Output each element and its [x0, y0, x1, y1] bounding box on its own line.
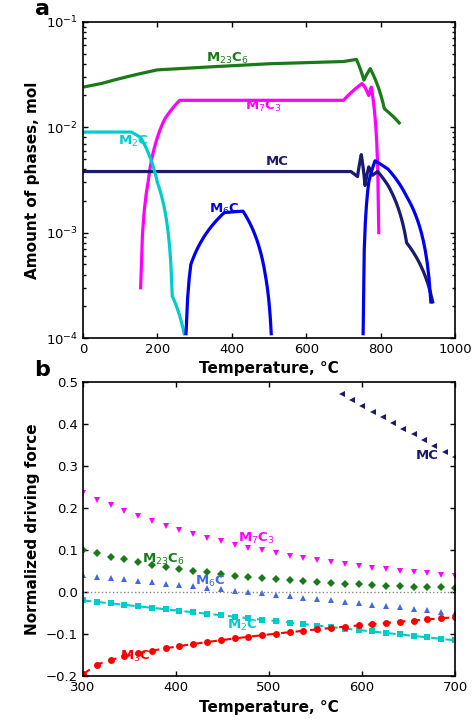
Text: M$_6$C: M$_6$C: [210, 201, 240, 217]
Text: M$_{23}$C$_6$: M$_{23}$C$_6$: [206, 50, 248, 65]
Y-axis label: Amount of phases, mol: Amount of phases, mol: [26, 81, 40, 278]
Text: M$_7$C$_3$: M$_7$C$_3$: [238, 531, 275, 547]
Text: M$_2$C: M$_2$C: [118, 134, 149, 149]
Text: MC: MC: [265, 155, 288, 168]
Text: b: b: [35, 360, 50, 379]
Text: M$_{23}$C$_6$: M$_{23}$C$_6$: [142, 553, 184, 568]
Text: M$_3$C: M$_3$C: [120, 649, 151, 664]
X-axis label: Temperature, °C: Temperature, °C: [199, 699, 339, 715]
Text: M$_7$C$_3$: M$_7$C$_3$: [245, 99, 282, 114]
Text: MC: MC: [416, 449, 439, 462]
Y-axis label: Normalized driving force: Normalized driving force: [26, 423, 40, 635]
X-axis label: Temperature, °C: Temperature, °C: [199, 361, 339, 377]
Text: M$_6$C: M$_6$C: [194, 574, 225, 590]
Text: M$_2$C: M$_2$C: [227, 618, 257, 633]
Text: a: a: [35, 0, 50, 20]
